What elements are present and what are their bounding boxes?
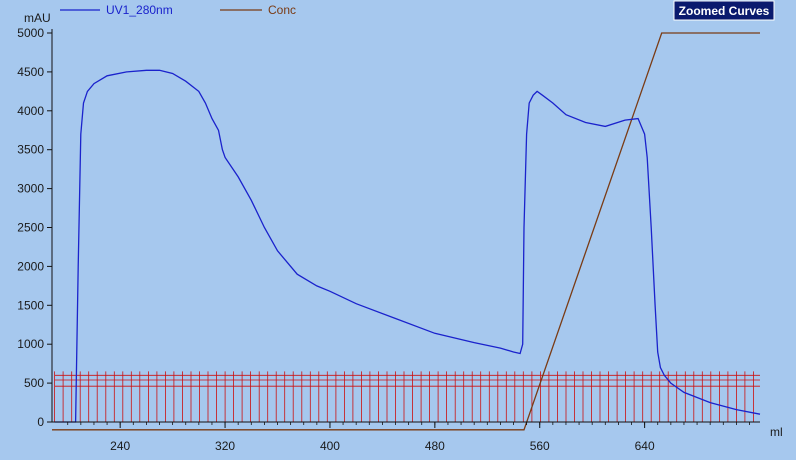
y-tick-label: 4000 xyxy=(17,104,44,118)
x-tick-label: 640 xyxy=(635,439,655,453)
x-axis-unit: ml xyxy=(770,425,783,439)
y-tick-label: 500 xyxy=(24,376,44,390)
y-tick-label: 1500 xyxy=(17,298,44,312)
y-tick-label: 5000 xyxy=(17,26,44,40)
y-axis-unit: mAU xyxy=(24,11,51,25)
y-tick-label: 3500 xyxy=(17,143,44,157)
x-tick-label: 560 xyxy=(530,439,550,453)
x-tick-label: 480 xyxy=(425,439,445,453)
legend-label-conc: Conc xyxy=(268,3,296,17)
zoomed-curves-badge[interactable]: Zoomed Curves xyxy=(673,0,775,21)
series-line-Conc xyxy=(52,32,760,431)
axes-layer: 0 500 1000 1500 2000 2500 3000 3500 4000 4500 5000… xyxy=(17,26,760,453)
x-tick-label: 240 xyxy=(110,439,130,453)
conc-layer xyxy=(52,32,760,431)
badge-background xyxy=(673,0,775,21)
y-tick-label: 0 xyxy=(37,415,44,429)
y-tick-label: 2000 xyxy=(17,259,44,273)
badge-label: Zoomed Curves xyxy=(679,4,770,18)
legend-label-uv: UV1_280nm xyxy=(106,3,173,17)
y-tick-label: 1000 xyxy=(17,337,44,351)
y-tick-label: 3000 xyxy=(17,182,44,196)
x-tick-label: 320 xyxy=(215,439,235,453)
fraction-marks-layer xyxy=(54,371,760,422)
uv-layer xyxy=(54,69,761,423)
x-tick-label: 400 xyxy=(320,439,340,453)
legend: UV1_280nm Conc xyxy=(60,3,296,17)
y-tick-label: 4500 xyxy=(17,65,44,79)
series-line-UV1_280nm xyxy=(54,69,761,423)
y-tick-label: 2500 xyxy=(17,221,44,235)
